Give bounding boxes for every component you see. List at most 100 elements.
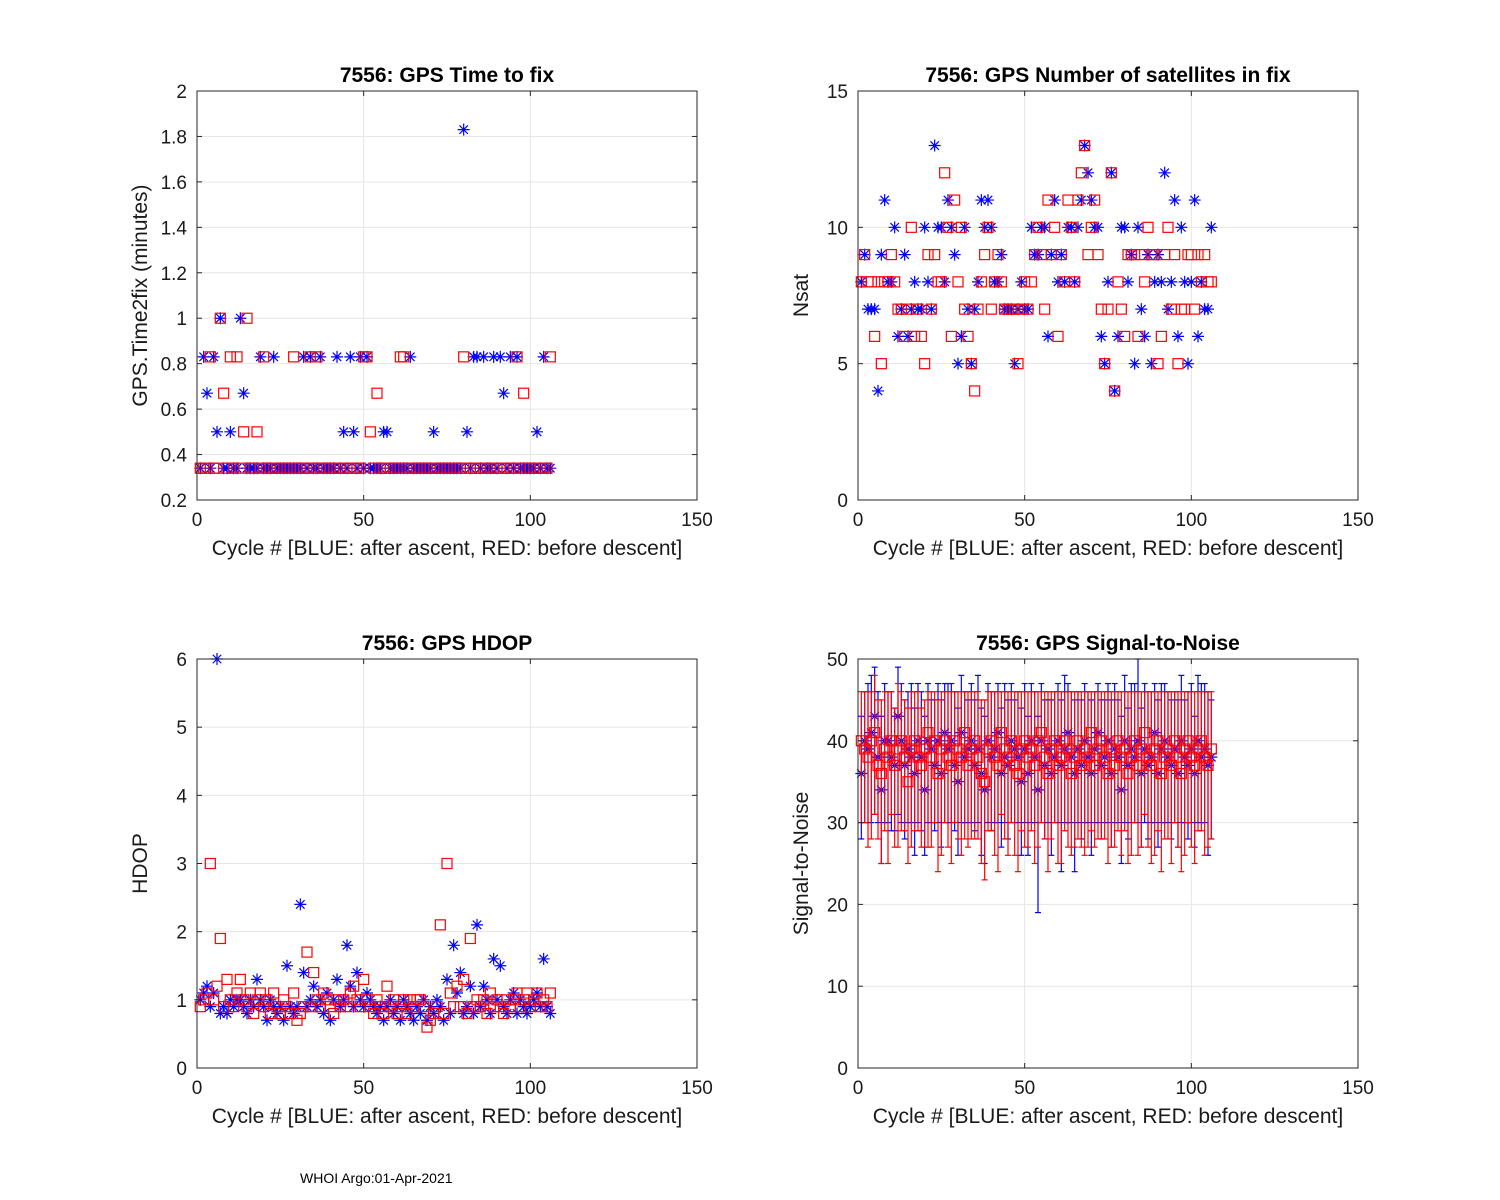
data-point-asterisk [427, 425, 440, 438]
data-point-square [261, 994, 273, 1006]
data-point-asterisk [214, 1007, 227, 1020]
data-point-square [889, 759, 901, 771]
x-tick-label: 150 [1342, 1078, 1374, 1099]
data-point-asterisk [451, 987, 463, 1000]
data-point-asterisk [497, 387, 510, 400]
data-point-asterisk [1098, 357, 1111, 370]
data-point-square [398, 351, 410, 363]
data-point-asterisk [314, 350, 327, 363]
data-point-square [1019, 276, 1031, 288]
data-point-asterisk [424, 1000, 437, 1013]
data-point-asterisk [257, 1000, 270, 1013]
data-point-asterisk [367, 1000, 380, 1013]
data-point-square [999, 743, 1011, 755]
y-tick-label: 10 [827, 218, 848, 239]
data-point-asterisk [1105, 166, 1118, 179]
x-tick-label: 50 [353, 1078, 374, 1099]
data-point-square [902, 776, 914, 788]
data-point-asterisk [1148, 275, 1161, 288]
y-tick-label: 1.8 [161, 127, 187, 148]
data-point-square [1122, 767, 1134, 780]
data-point-square [1189, 759, 1201, 771]
data-point-asterisk [541, 1000, 553, 1013]
data-point-asterisk [1012, 303, 1024, 316]
data-point-asterisk [321, 987, 333, 1000]
data-point-asterisk [531, 425, 543, 438]
data-point-square [989, 751, 1001, 763]
data-point-square [1085, 221, 1097, 233]
data-point-asterisk [484, 1007, 497, 1020]
data-point-asterisk [922, 275, 934, 288]
data-point-square [1099, 751, 1111, 763]
data-point-square [929, 249, 941, 261]
data-point-asterisk [344, 980, 357, 993]
data-point-asterisk [878, 194, 891, 207]
data-point-asterisk [514, 993, 527, 1006]
data-point-asterisk [1025, 221, 1038, 234]
data-point-square [1139, 276, 1151, 288]
data-point-square [955, 221, 967, 233]
data-point-square [461, 1007, 473, 1020]
data-point-square [1099, 358, 1111, 370]
data-point-asterisk [1065, 221, 1078, 234]
data-point-asterisk [985, 221, 998, 234]
data-point-square [879, 743, 891, 755]
data-point-square [1009, 303, 1021, 315]
data-point-asterisk [331, 973, 343, 986]
data-point-asterisk [194, 462, 207, 475]
data-point-square [949, 735, 961, 747]
series-after-ascent [194, 123, 557, 475]
data-point-square [962, 330, 974, 342]
data-point-square [875, 358, 887, 370]
data-point-asterisk [437, 1014, 450, 1027]
data-point-square [972, 751, 984, 763]
data-point-asterisk [938, 275, 951, 288]
data-point-square [1179, 743, 1191, 755]
data-point-asterisk [401, 462, 413, 475]
y-tick-label: 5 [837, 355, 848, 376]
data-point-square [221, 973, 233, 985]
y-tick-label: 2 [176, 82, 187, 103]
chart-2: 0 50 100 150 0 5 10 15 7556: GPS Number of satel… [790, 64, 1374, 560]
data-point-square [1019, 735, 1031, 747]
data-point-square [1055, 751, 1067, 763]
data-point-square [982, 221, 994, 233]
y-tick-label: 0.8 [161, 355, 187, 376]
data-point-asterisk [1072, 221, 1084, 234]
data-point-asterisk [955, 330, 968, 343]
data-point-square [865, 735, 877, 747]
data-point-asterisk [1138, 330, 1151, 343]
y-tick-label: 0 [176, 1059, 187, 1080]
data-point-asterisk [204, 1000, 217, 1013]
data-point-square [915, 330, 927, 342]
footer-label: WHOI Argo:01-Apr-2021 [300, 1170, 453, 1186]
data-point-square [258, 351, 270, 363]
error-bar [935, 699, 941, 873]
data-point-asterisk [361, 987, 373, 1000]
x-tick-label: 150 [1342, 510, 1374, 531]
y-tick-label: 1 [176, 991, 187, 1012]
data-point-asterisk [908, 275, 921, 288]
data-point-square [1105, 743, 1117, 755]
y-tick-label: 1.4 [161, 218, 188, 239]
data-point-asterisk [267, 350, 280, 363]
data-point-square [1142, 751, 1154, 763]
data-point-asterisk [1022, 303, 1034, 316]
data-point-square [992, 249, 1004, 261]
data-point-asterisk [1165, 275, 1178, 288]
data-point-square [231, 351, 243, 363]
data-point-square [378, 1007, 390, 1020]
data-point-square [1165, 759, 1177, 771]
data-point-asterisk [447, 939, 460, 952]
data-point-square [348, 980, 360, 992]
data-point-asterisk [374, 462, 387, 475]
data-point-asterisk [221, 462, 233, 475]
y-tick-label: 0.4 [161, 446, 188, 467]
data-point-square [932, 767, 944, 780]
data-point-asterisk [872, 384, 884, 397]
plot-area [194, 653, 557, 1033]
data-point-asterisk [464, 462, 477, 475]
data-point-square [424, 1014, 436, 1026]
data-point-asterisk [965, 357, 978, 370]
y-tick-label: 1.6 [161, 173, 187, 194]
